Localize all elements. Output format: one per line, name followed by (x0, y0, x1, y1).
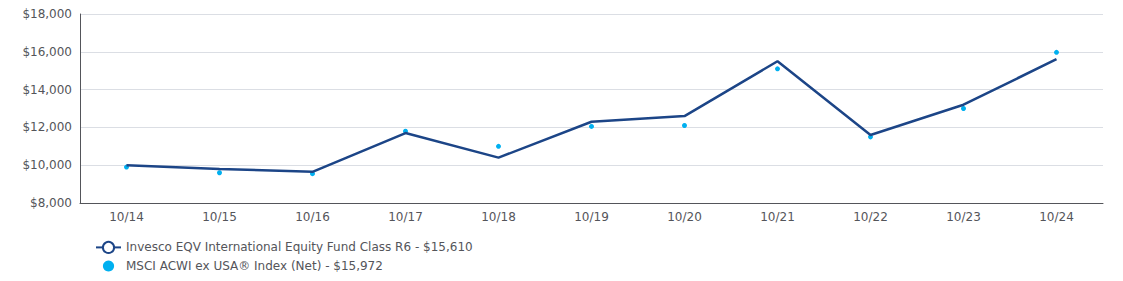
svg-text:10/17: 10/17 (388, 210, 423, 224)
svg-text:$14,000: $14,000 (22, 83, 72, 97)
svg-text:10/18: 10/18 (481, 210, 516, 224)
svg-text:MSCI ACWI ex USA® Index (Net): MSCI ACWI ex USA® Index (Net) - $15,972 (126, 259, 383, 273)
svg-text:10/14: 10/14 (109, 210, 144, 224)
svg-text:10/19: 10/19 (574, 210, 609, 224)
svg-text:10/21: 10/21 (760, 210, 795, 224)
svg-text:10/23: 10/23 (946, 210, 981, 224)
svg-text:10/24: 10/24 (1039, 210, 1074, 224)
svg-text:10/22: 10/22 (853, 210, 888, 224)
svg-text:$16,000: $16,000 (22, 45, 72, 59)
svg-text:$12,000: $12,000 (22, 120, 72, 134)
svg-text:$10,000: $10,000 (22, 158, 72, 172)
svg-text:Invesco EQV International Equi: Invesco EQV International Equity Fund Cl… (126, 240, 473, 254)
svg-text:10/16: 10/16 (295, 210, 330, 224)
svg-text:10/20: 10/20 (667, 210, 702, 224)
svg-text:10/15: 10/15 (202, 210, 237, 224)
svg-text:$8,000: $8,000 (30, 196, 72, 210)
svg-text:$18,000: $18,000 (22, 7, 72, 21)
